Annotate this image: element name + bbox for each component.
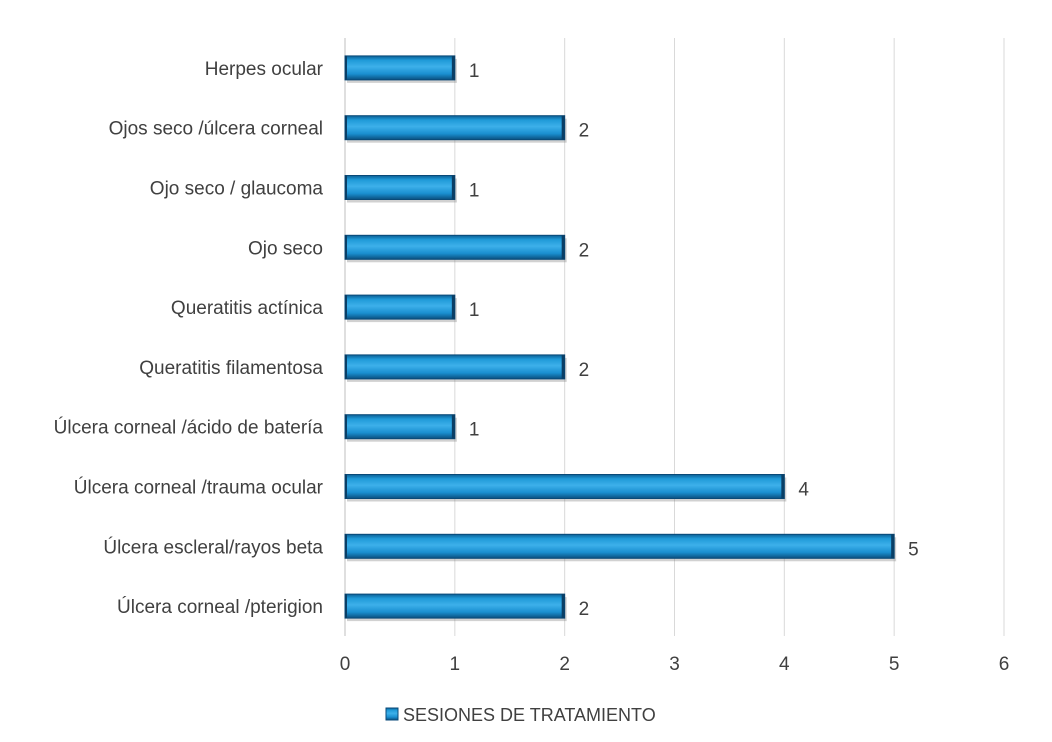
category-label: Úlcera escleral/rayos beta bbox=[103, 536, 323, 558]
category-label: Queratitis actínica bbox=[171, 298, 323, 319]
category-label: Úlcera corneal /pterigion bbox=[117, 596, 323, 618]
bar bbox=[344, 294, 456, 320]
bar-start-cap bbox=[345, 414, 347, 439]
bar-start-cap bbox=[345, 115, 347, 140]
category-label: Ojos seco /úlcera corneal bbox=[109, 119, 323, 140]
bar-end-cap bbox=[451, 414, 455, 439]
x-tick-label: 5 bbox=[889, 654, 900, 675]
bar-start-cap bbox=[345, 594, 347, 619]
legend-label: SESIONES DE TRATAMIENTO bbox=[403, 705, 656, 725]
data-label: 2 bbox=[579, 360, 590, 381]
labels: 0 1 2 3 4 5 6 Herpes ocular 1 Ojos seco /úlcera c… bbox=[54, 59, 1010, 675]
data-label: 1 bbox=[469, 181, 480, 202]
category-label: Queratitis filamentosa bbox=[139, 358, 323, 379]
bar-end-cap bbox=[891, 534, 895, 559]
bar bbox=[344, 115, 566, 141]
data-label: 2 bbox=[579, 240, 590, 261]
bar-end-cap bbox=[561, 354, 565, 379]
bar bbox=[344, 533, 895, 559]
legend: SESIONES DE TRATAMIENTO bbox=[385, 705, 656, 725]
bar bbox=[344, 474, 785, 499]
category-label: Úlcera corneal /trauma ocular bbox=[74, 477, 324, 499]
x-tick-label: 1 bbox=[450, 654, 461, 675]
category-label: Ojo seco / glaucoma bbox=[150, 179, 324, 200]
x-tick-label: 4 bbox=[779, 654, 790, 675]
bar-end-cap bbox=[561, 235, 565, 260]
bar-end-cap bbox=[451, 55, 455, 80]
data-label: 1 bbox=[469, 61, 480, 82]
bar-start-cap bbox=[345, 55, 347, 80]
bar bbox=[344, 175, 456, 200]
bar-end-cap bbox=[451, 175, 455, 200]
bar bbox=[344, 593, 566, 619]
bar-end-cap bbox=[561, 594, 565, 619]
x-tick-label: 0 bbox=[340, 654, 351, 675]
bar-start-cap bbox=[345, 534, 347, 559]
x-tick-label: 3 bbox=[669, 654, 680, 675]
category-label: Úlcera corneal /ácido de batería bbox=[54, 417, 324, 439]
bar-start-cap bbox=[345, 354, 347, 379]
bar-start-cap bbox=[345, 474, 347, 499]
legend-swatch bbox=[385, 707, 399, 721]
bar-end-cap bbox=[451, 295, 455, 320]
bars bbox=[344, 55, 897, 622]
bar-start-cap bbox=[345, 295, 347, 320]
bar-end-cap bbox=[561, 115, 565, 140]
category-label: Herpes ocular bbox=[205, 59, 324, 80]
bar-end-cap bbox=[781, 474, 785, 499]
data-label: 4 bbox=[798, 480, 809, 501]
bar bbox=[344, 55, 456, 81]
bar-start-cap bbox=[345, 235, 347, 260]
bar-start-cap bbox=[345, 175, 347, 200]
bar bbox=[344, 234, 566, 260]
data-label: 2 bbox=[579, 121, 590, 142]
data-label: 2 bbox=[579, 599, 590, 620]
data-label: 5 bbox=[908, 539, 919, 560]
data-label: 1 bbox=[469, 420, 480, 441]
x-tick-label: 2 bbox=[559, 654, 570, 675]
x-tick-label: 6 bbox=[999, 654, 1010, 675]
data-label: 1 bbox=[469, 300, 480, 321]
category-label: Ojo seco bbox=[248, 238, 323, 259]
bar bbox=[344, 354, 566, 380]
bar bbox=[344, 414, 456, 440]
